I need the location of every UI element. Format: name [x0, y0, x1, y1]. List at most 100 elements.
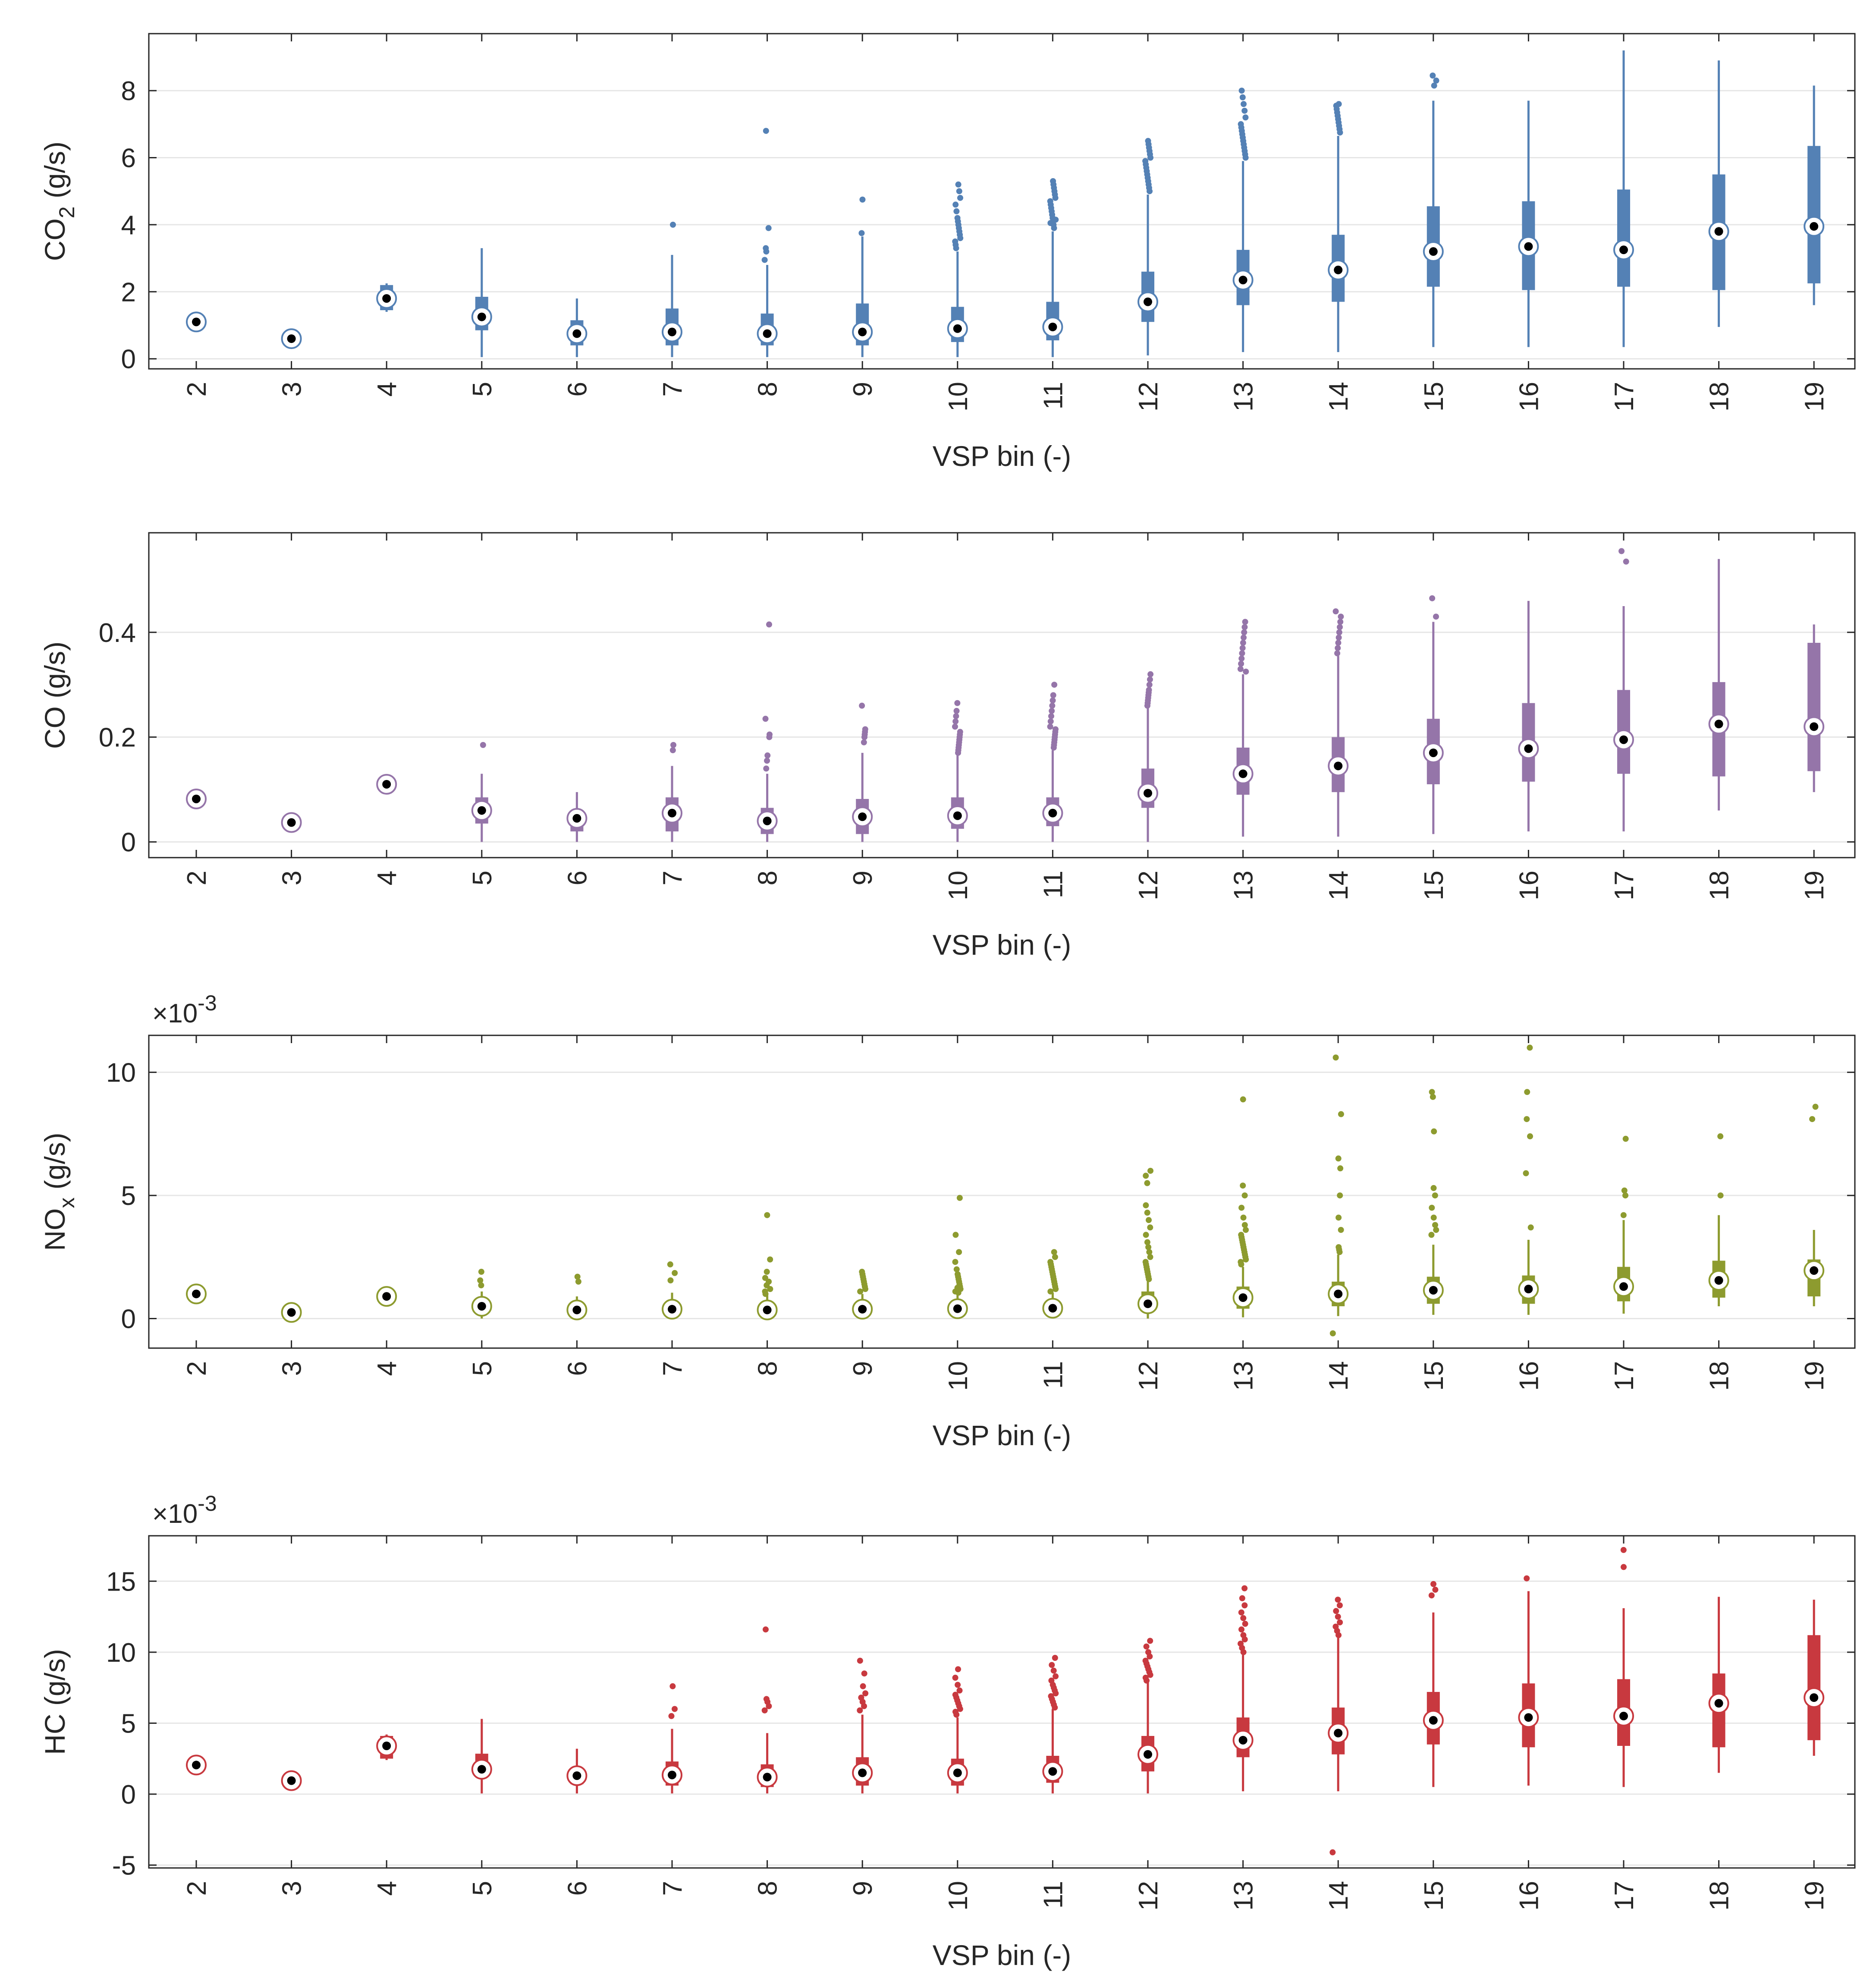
- median-dot: [382, 1292, 391, 1301]
- x-tick-label: 14: [1324, 1881, 1354, 1911]
- median-dot: [1429, 748, 1438, 758]
- outlier-point: [672, 1706, 678, 1712]
- outlier-point: [1048, 1693, 1054, 1699]
- outlier-point: [862, 726, 868, 733]
- box-co2-bin-2: [186, 311, 207, 333]
- x-tick-label: 11: [1038, 1361, 1068, 1389]
- x-axis-title: VSP bin (-): [933, 929, 1072, 961]
- x-tick-label: 19: [1800, 382, 1829, 412]
- outlier-point: [859, 196, 866, 203]
- outlier-point: [1332, 1054, 1339, 1061]
- outlier-point: [1338, 613, 1344, 620]
- outlier-point: [1428, 1592, 1435, 1599]
- median-dot: [953, 1304, 962, 1313]
- outlier-point: [670, 742, 677, 748]
- box-co-bin-15: [1423, 595, 1444, 834]
- box-hc-bin-16: [1518, 1575, 1539, 1786]
- outlier-point: [1050, 692, 1056, 698]
- box-co2-bin-16: [1518, 101, 1539, 347]
- box-hc-bin-19: [1804, 1600, 1825, 1756]
- outlier-point: [667, 1277, 674, 1284]
- outlier-point: [1238, 660, 1244, 667]
- outlier-point: [953, 1266, 960, 1273]
- x-tick-label: 16: [1514, 1361, 1544, 1391]
- outlier-point: [1147, 676, 1153, 683]
- box-nox-bin-7: [662, 1261, 682, 1320]
- outlier-point: [1338, 1111, 1344, 1117]
- outlier-point: [1049, 702, 1056, 709]
- outlier-point: [1146, 682, 1153, 688]
- axes-frame: [148, 532, 1856, 858]
- outlier-point: [1433, 613, 1439, 620]
- outlier-point: [1047, 1288, 1054, 1295]
- box-hc-bin-5: [471, 1719, 492, 1794]
- outlier-point: [1142, 1657, 1149, 1664]
- outlier-point: [766, 731, 773, 738]
- median-dot: [1429, 1286, 1438, 1295]
- outlier-point: [1238, 1232, 1244, 1238]
- box-co-bin-18: [1708, 559, 1729, 811]
- outlier-point: [1430, 1214, 1437, 1221]
- box-nox-bin-2: [186, 1283, 207, 1305]
- outlier-point: [1335, 1613, 1341, 1620]
- median-dot: [858, 812, 867, 821]
- outlier-point: [1240, 1632, 1247, 1638]
- outlier-point: [1429, 1204, 1435, 1211]
- x-tick-label: 15: [1419, 382, 1449, 412]
- outlier-point: [1336, 101, 1342, 107]
- median-dot: [287, 1776, 296, 1785]
- x-tick-label: 9: [848, 382, 878, 396]
- outlier-point: [1239, 650, 1245, 657]
- outlier-point: [1050, 1667, 1057, 1674]
- outlier-point: [762, 716, 769, 722]
- outlier-point: [1335, 645, 1341, 651]
- outlier-point: [1527, 1044, 1533, 1051]
- outlier-point: [1621, 1187, 1628, 1194]
- median-dot: [668, 327, 676, 336]
- median-dot: [382, 780, 391, 789]
- outlier-point: [1430, 1581, 1436, 1587]
- median-dot: [1144, 1750, 1152, 1759]
- x-tick-label: 8: [753, 1881, 783, 1896]
- box-co-bin-2: [186, 788, 207, 809]
- box-nox-bin-13: [1232, 1096, 1254, 1317]
- box-nox-bin-6: [566, 1273, 588, 1321]
- y-tick-label: 10: [106, 1058, 136, 1088]
- median-dot: [1619, 1711, 1628, 1720]
- outlier-point: [952, 1709, 958, 1715]
- outlier-point: [1142, 158, 1149, 164]
- outlier-point: [954, 215, 961, 221]
- outlier-point: [1052, 1254, 1058, 1260]
- median-dot: [1524, 744, 1533, 753]
- x-tick-label: 5: [468, 1881, 497, 1896]
- outlier-point: [1238, 1609, 1244, 1616]
- outlier-point: [1238, 88, 1245, 94]
- outlier-point: [764, 1212, 770, 1218]
- outlier-point: [1147, 1254, 1153, 1260]
- median-dot: [1334, 265, 1343, 274]
- x-tick-label: 14: [1324, 1361, 1354, 1391]
- outlier-point: [763, 245, 769, 252]
- x-tick-label: 12: [1134, 871, 1163, 900]
- median-dot: [1810, 1266, 1819, 1275]
- outlier-point: [1336, 1244, 1342, 1250]
- outlier-point: [1052, 1654, 1058, 1661]
- outlier-point: [1622, 1192, 1628, 1199]
- median-dot: [572, 329, 581, 338]
- outlier-point: [1239, 1595, 1245, 1601]
- median-dot: [477, 312, 486, 321]
- outlier-point: [952, 1259, 958, 1265]
- outlier-point: [858, 1695, 864, 1701]
- x-tick-label: 5: [468, 871, 497, 885]
- outlier-point: [1144, 1210, 1150, 1216]
- box-co2-bin-6: [566, 298, 588, 357]
- x-tick-label: 16: [1514, 1881, 1544, 1911]
- outlier-point: [956, 1687, 963, 1694]
- median-dot: [1619, 245, 1628, 255]
- x-tick-label: 19: [1800, 871, 1829, 900]
- outlier-point: [857, 1657, 863, 1664]
- outlier-point: [952, 201, 959, 208]
- outlier-point: [1146, 687, 1152, 693]
- x-tick-label: 5: [468, 1361, 497, 1376]
- outlier-point: [1336, 1214, 1342, 1221]
